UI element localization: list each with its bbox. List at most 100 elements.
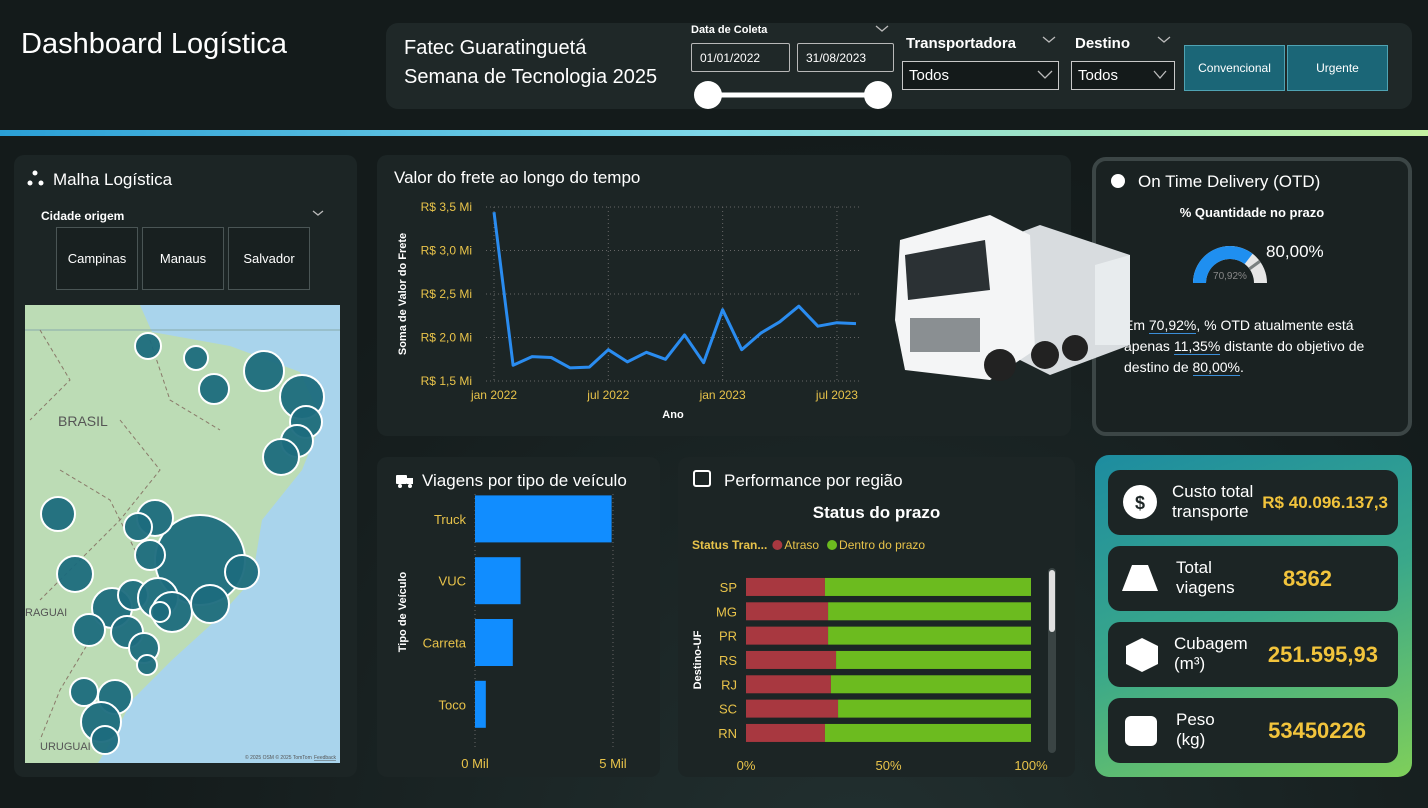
map-label: URUGUAI — [40, 741, 91, 753]
bar-segment — [824, 723, 1031, 742]
kpi-label: Custo total transporte — [1172, 482, 1254, 521]
x-tick-label: jul 2022 — [586, 388, 629, 402]
bar — [475, 619, 513, 666]
highlight: 70,92% — [1148, 317, 1197, 334]
accent-band — [0, 130, 1428, 136]
x-tick-label: jan 2022 — [470, 388, 517, 402]
y-axis-title: Tipo de Veículo — [397, 571, 409, 652]
date-start[interactable]: 01/01/2022 — [691, 43, 790, 72]
kpi-card: Peso (kg) 53450226 — [1108, 698, 1398, 763]
y-tick-label: RJ — [721, 677, 737, 692]
bar-segment — [824, 577, 1031, 596]
kpi-label: Total viagens — [1176, 558, 1235, 597]
slicer-label: Cidade origem — [41, 209, 125, 223]
x-tick-label: jan 2023 — [699, 388, 746, 402]
y-tick-label: R$ 2,5 Mi — [421, 287, 472, 301]
city-button[interactable]: Campinas — [56, 227, 138, 290]
x-tick-label: 5 Mil — [599, 756, 627, 771]
bar — [475, 495, 612, 543]
otd-text: Em 70,92%, % OTD atualmente está apenas … — [1124, 315, 1396, 378]
bar-segment — [828, 602, 1031, 621]
bar-segment — [746, 650, 837, 669]
bar-segment — [746, 577, 825, 596]
y-tick-label: RS — [719, 653, 737, 668]
y-tick-label: R$ 3,5 Mi — [421, 200, 472, 214]
carrier-label: Transportadora — [906, 35, 1017, 52]
gauge-value — [1193, 246, 1253, 283]
y-tick-label: R$ 2,0 Mi — [421, 331, 472, 345]
line-series — [492, 212, 857, 370]
text: . — [1239, 359, 1244, 375]
kpi-value: 8362 — [1283, 565, 1332, 591]
chevrons — [312, 25, 1171, 216]
y-tick-label: RN — [718, 726, 737, 741]
x-tick-label: 50% — [875, 758, 901, 773]
map-borders — [29, 329, 221, 741]
map-bubbles — [40, 332, 325, 755]
text: , % OTD atualmente está apenas — [1124, 317, 1354, 354]
map-label: BRASIL — [58, 413, 108, 429]
bar-segment — [746, 602, 829, 621]
y-tick-label: R$ 3,0 Mi — [421, 244, 472, 258]
carrier-dropdown[interactable]: Todos — [902, 61, 1059, 90]
highlight: 11,35% — [1173, 338, 1221, 355]
bar-segment — [746, 699, 839, 718]
x-axis-title: Ano — [662, 409, 684, 421]
x-tick-label: jul 2023 — [815, 388, 858, 402]
slider-handle[interactable] — [694, 81, 722, 109]
bar — [475, 680, 486, 728]
gauge-target — [1248, 260, 1261, 271]
city-button[interactable]: Manaus — [142, 227, 224, 290]
kpi-value: 53450226 — [1268, 717, 1366, 743]
bar — [475, 557, 521, 605]
kpi-label: Cubagem (m³) — [1174, 634, 1248, 673]
page-title: Dashboard Logística — [21, 28, 287, 60]
kpi-value: 251.595,93 — [1267, 641, 1378, 667]
truck-image — [895, 215, 1130, 381]
panel-title: Performance por região — [724, 471, 903, 490]
highlight: 80,00% — [1192, 359, 1240, 376]
bar-segment — [746, 626, 829, 645]
map-feedback[interactable]: Feedback — [314, 755, 336, 761]
slider-handle[interactable] — [864, 81, 892, 109]
gauge-subtitle: % Quantidade no prazo — [1179, 205, 1325, 220]
legend-swatch — [827, 540, 838, 550]
filter-button[interactable]: Convencional — [1184, 45, 1285, 91]
y-tick-label: Carreta — [423, 636, 467, 651]
filter-button[interactable]: Urgente — [1287, 45, 1388, 91]
panel-title: Viagens por tipo de veículo — [422, 471, 627, 490]
chart-title: Status do prazo — [812, 503, 941, 522]
city-button[interactable]: Salvador — [228, 227, 310, 290]
y-tick-label: R$ 1,5 Mi — [421, 374, 472, 388]
org-line: Semana de Tecnologia 2025 — [404, 66, 658, 88]
bar-segment — [838, 699, 1031, 718]
bar-segment — [746, 675, 831, 694]
bar-segment — [830, 675, 1031, 694]
gauge-value-label: 70,92% — [1213, 271, 1247, 282]
date-end[interactable]: 31/08/2023 — [797, 43, 894, 72]
kpi-card: Total viagens 8362 — [1108, 546, 1398, 611]
date-label: Data de Coleta — [691, 24, 768, 36]
y-tick-label: MG — [716, 604, 737, 619]
x-tick-label: 100% — [1014, 758, 1048, 773]
legend-entry: Atraso — [784, 538, 819, 552]
legend-entry: Dentro do prazo — [839, 538, 925, 552]
scroll-thumb[interactable] — [1049, 570, 1055, 632]
bar-segment — [828, 626, 1031, 645]
svg-text:$: $ — [1135, 493, 1145, 513]
x-tick-label: 0% — [737, 758, 756, 773]
panel-title: On Time Delivery (OTD) — [1138, 172, 1321, 191]
y-tick-label: PR — [719, 629, 737, 644]
map-attribution: © 2025 OSM © 2025 TomTom — [245, 754, 312, 761]
legend-swatch — [772, 540, 783, 550]
y-axis-title: Soma de Valor do Frete — [397, 233, 409, 355]
panel-title: Malha Logística — [53, 170, 173, 189]
org-line: Fatec Guaratinguetá — [404, 37, 587, 59]
text: distante do objetivo de destino de — [1124, 338, 1365, 375]
kpi-label: Peso (kg) — [1176, 710, 1215, 749]
legend-title: Status Tran... — [692, 538, 767, 552]
x-tick-label: 0 Mil — [461, 756, 489, 771]
y-tick-label: Toco — [439, 697, 466, 712]
